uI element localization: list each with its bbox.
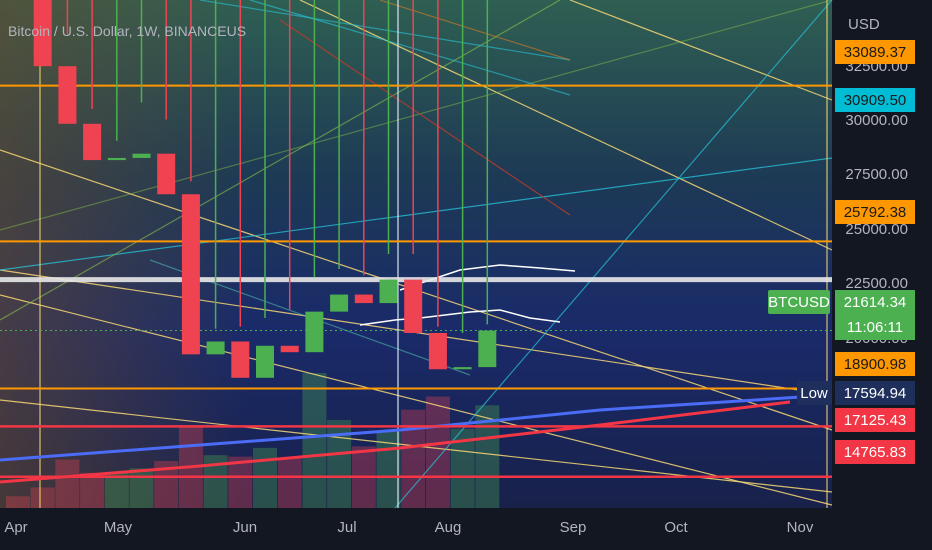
candle-body xyxy=(181,194,200,355)
trendline xyxy=(379,0,571,61)
tag-level-33089-text: 33089.37 xyxy=(844,44,907,61)
trendline xyxy=(0,294,833,506)
ma-line-lower xyxy=(359,309,561,326)
volume-bar xyxy=(129,468,154,508)
candles xyxy=(33,0,497,378)
tag-level-18900 xyxy=(835,352,915,376)
tag-level-33089 xyxy=(835,40,915,64)
candle-body xyxy=(478,330,497,368)
time-tick: Apr xyxy=(4,519,27,536)
bar-countdown-text: 11:06:11 xyxy=(847,319,903,336)
volume-bar xyxy=(30,487,55,508)
candle-body xyxy=(305,311,324,353)
trendline xyxy=(249,0,571,96)
last-price-tag xyxy=(835,290,915,340)
trendline xyxy=(0,0,561,321)
ticker-tag-text: BTCUSD xyxy=(768,294,830,311)
candle-body xyxy=(132,153,151,158)
candle-body xyxy=(231,341,250,378)
low-value-tag xyxy=(835,381,915,405)
price-tick: 27500.00 xyxy=(845,166,908,183)
time-tick: Aug xyxy=(435,519,462,536)
volume-bar xyxy=(277,458,302,508)
tag-level-17125-text: 17125.43 xyxy=(844,412,907,429)
low-value-text: 17594.94 xyxy=(844,385,907,402)
candle-body xyxy=(280,345,299,353)
low-label-text: Low xyxy=(800,385,828,402)
support-trendline xyxy=(0,393,833,462)
time-axis: Apr May Jun Jul Aug Sep Oct Nov xyxy=(4,519,814,536)
candle-body xyxy=(453,367,472,370)
price-tick: 30000.00 xyxy=(845,112,908,129)
time-tick: Oct xyxy=(664,519,688,536)
volume-bar xyxy=(228,456,253,508)
trendline xyxy=(569,0,833,101)
candle-body xyxy=(157,153,176,195)
volume-bar xyxy=(104,472,129,508)
candle-body xyxy=(428,332,447,370)
volume-bar xyxy=(425,396,450,508)
price-tick: 22500.00 xyxy=(845,275,908,292)
price-tags: 33089.37 30909.50 25792.38 BTCUSD 21614.… xyxy=(768,40,915,464)
support-trendline-red xyxy=(0,400,791,484)
ticker-tag xyxy=(768,290,830,314)
trendline xyxy=(0,157,833,271)
candle-body xyxy=(330,294,349,312)
candle-body xyxy=(354,294,373,304)
candle-body xyxy=(256,345,274,378)
tag-level-25792 xyxy=(835,200,915,224)
volume-bar xyxy=(55,459,80,508)
time-axis-panel xyxy=(0,508,932,550)
low-label-tag xyxy=(797,381,832,405)
time-tick: Jul xyxy=(337,519,356,536)
volume-bar xyxy=(80,472,105,508)
tag-level-14765 xyxy=(835,440,915,464)
time-tick: Jun xyxy=(233,519,257,536)
tag-level-30909-text: 30909.50 xyxy=(844,92,907,109)
volume-bar xyxy=(401,409,426,508)
candle-body xyxy=(107,157,126,161)
time-tick: Nov xyxy=(787,519,814,536)
volume-bar xyxy=(302,373,327,508)
candle-body xyxy=(206,341,225,355)
tag-level-14765-text: 14765.83 xyxy=(844,444,907,461)
tag-level-17125 xyxy=(835,408,915,432)
trendline xyxy=(199,0,571,61)
tag-level-25792-text: 25792.38 xyxy=(844,204,907,221)
time-tick: May xyxy=(104,519,133,536)
candle-body xyxy=(404,279,423,333)
chart-title: Bitcoin / U.S. Dollar, 1W, BINANCEUS xyxy=(8,23,246,39)
candle-body xyxy=(379,279,398,304)
candle-body xyxy=(33,0,52,67)
candle-body xyxy=(58,66,77,124)
currency-label: USD xyxy=(848,16,880,33)
volume-bar xyxy=(6,496,30,508)
time-tick: Sep xyxy=(560,519,587,536)
tag-level-18900-text: 18900.98 xyxy=(844,356,907,373)
candle-body xyxy=(83,123,102,161)
price-tick: 25000.00 xyxy=(845,221,908,238)
last-price-text: 21614.34 xyxy=(844,294,907,311)
trendline xyxy=(279,19,571,216)
trendline xyxy=(0,0,833,231)
tag-level-30909 xyxy=(835,88,915,112)
